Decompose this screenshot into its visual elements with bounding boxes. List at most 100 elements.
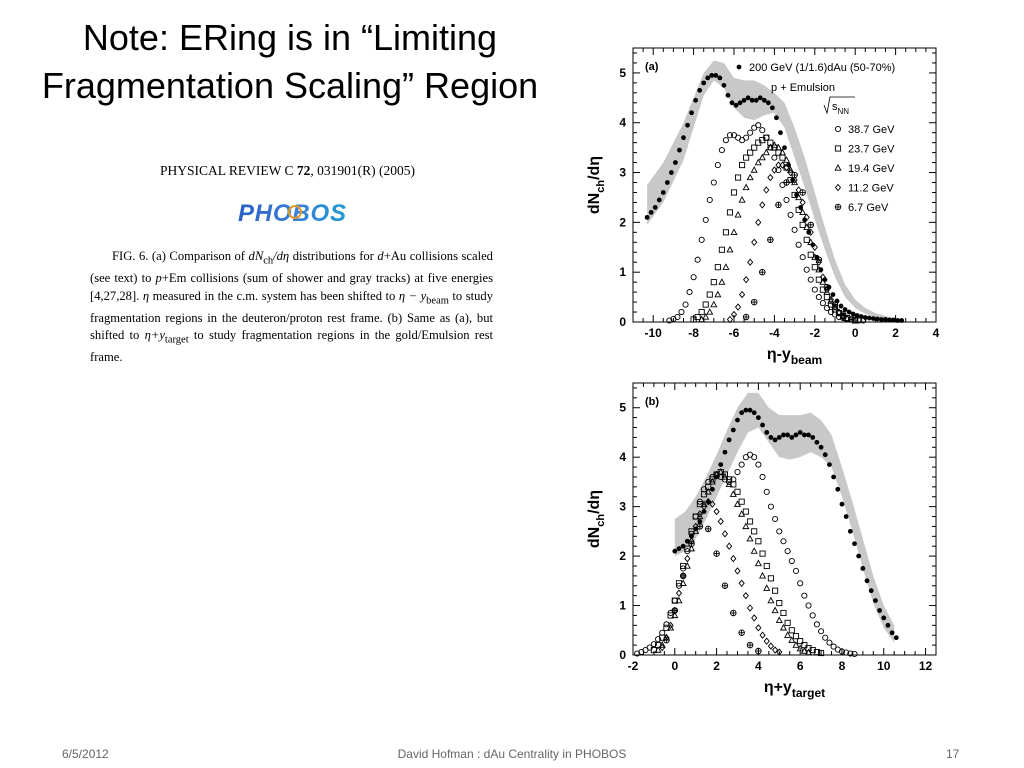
data-point <box>722 137 729 144</box>
data-point <box>746 518 754 525</box>
data-point <box>795 186 802 194</box>
data-point <box>722 449 728 455</box>
data-point <box>755 538 762 545</box>
y-axis-title: dNch/dη <box>586 156 607 214</box>
data-point <box>807 221 815 229</box>
data-point <box>759 201 766 209</box>
data-point <box>799 189 806 196</box>
data-point <box>814 439 820 445</box>
data-point <box>763 584 771 591</box>
data-point <box>763 488 770 495</box>
phobos-logo-text: PHOBOS <box>238 200 346 227</box>
data-point <box>743 407 749 413</box>
data-point <box>738 461 745 468</box>
data-point <box>714 264 721 271</box>
data-point <box>747 129 754 136</box>
data-point <box>734 210 742 218</box>
data-point <box>774 115 779 121</box>
y-tick-label: 2 <box>619 549 626 563</box>
data-point <box>788 557 795 565</box>
data-point <box>679 572 687 580</box>
data-point <box>658 641 666 648</box>
data-point <box>730 427 736 433</box>
caption-text: +Em collisions (sum of shower and gray t… <box>90 271 493 303</box>
y-axis-title-main: dN <box>586 193 603 214</box>
data-point <box>743 154 750 161</box>
data-point <box>772 515 779 523</box>
x-tick-label: 10 <box>877 659 891 673</box>
data-point <box>701 509 707 514</box>
data-point <box>771 154 778 161</box>
data-point <box>760 422 765 428</box>
slide-title: Note: ERing is in “Limiting Fragmentatio… <box>20 14 560 110</box>
data-point <box>764 430 770 435</box>
data-point <box>738 510 746 517</box>
series-38-7-gev <box>634 451 858 658</box>
data-point <box>781 432 786 438</box>
series-38-7-gev <box>666 122 867 324</box>
series-19-4-gev <box>654 468 813 656</box>
x-axis-title: η+ytarget <box>764 679 825 700</box>
data-point <box>893 635 899 641</box>
data-point <box>689 110 694 116</box>
data-point <box>796 644 804 652</box>
x-tick-label: 6 <box>797 659 804 673</box>
sqrt-symbol <box>823 96 855 115</box>
data-point <box>738 195 746 203</box>
data-point <box>771 606 779 614</box>
data-point <box>807 251 814 258</box>
data-point <box>679 579 687 586</box>
data-point <box>755 647 762 655</box>
data-point <box>737 100 743 106</box>
data-point <box>706 308 714 315</box>
data-point <box>870 316 876 321</box>
footer-author: David Hofman : dAu Centrality in PHOBOS <box>397 747 627 761</box>
data-point <box>742 313 750 321</box>
data-point <box>706 291 713 298</box>
data-point <box>673 160 678 165</box>
data-point <box>778 148 787 156</box>
y-tick-label: 1 <box>619 265 626 279</box>
data-point <box>733 500 742 507</box>
data-point <box>718 278 726 285</box>
data-point <box>784 619 791 626</box>
data-point <box>705 499 711 505</box>
data-point <box>809 647 816 654</box>
data-point <box>734 468 741 476</box>
caption-math-sub: beam <box>426 295 449 307</box>
data-point <box>634 650 641 657</box>
data-point <box>862 315 868 320</box>
data-point <box>797 638 804 645</box>
data-point <box>655 636 662 643</box>
data-point <box>730 554 737 563</box>
data-point <box>717 75 723 81</box>
data-point <box>799 208 807 216</box>
data-point <box>776 600 783 607</box>
series-6-7-gev <box>663 523 762 655</box>
data-point <box>742 183 750 191</box>
x-tick-label: 2 <box>713 659 720 673</box>
data-point <box>873 598 878 603</box>
data-point <box>652 205 658 210</box>
data-point <box>826 639 833 646</box>
data-point <box>718 246 725 253</box>
data-point <box>738 290 746 299</box>
data-point <box>690 274 697 281</box>
data-point <box>704 487 712 495</box>
data-point <box>895 318 901 323</box>
data-point <box>804 648 813 656</box>
data-point <box>822 634 829 641</box>
data-point <box>811 264 818 271</box>
data-point <box>831 474 837 480</box>
data-point <box>852 317 859 324</box>
data-point <box>772 437 778 443</box>
data-point <box>852 541 857 547</box>
data-point <box>826 284 832 290</box>
data-point <box>843 649 850 656</box>
data-point <box>751 238 758 246</box>
data-point <box>730 189 738 196</box>
data-point <box>697 519 703 524</box>
data-point <box>721 582 729 590</box>
data-point <box>742 591 749 600</box>
